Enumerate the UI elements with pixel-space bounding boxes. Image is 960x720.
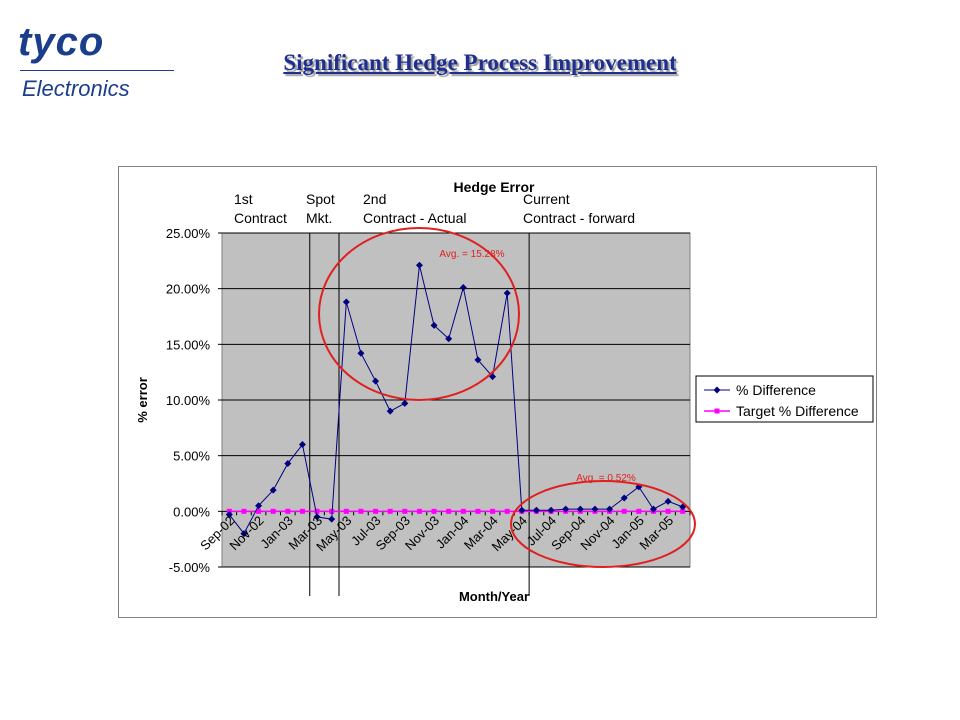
difference-marker: [532, 506, 540, 514]
difference-marker: [240, 530, 248, 538]
difference-marker: [269, 486, 277, 494]
difference-marker: [591, 505, 599, 513]
phase-label: Spot: [306, 191, 335, 207]
avg-annotation: Avg. = 0.52%: [576, 473, 636, 484]
phase-label: 1st: [234, 191, 253, 207]
difference-marker: [342, 298, 350, 306]
phase-label: Contract - forward: [523, 210, 635, 226]
y-tick-label: 20.00%: [166, 282, 211, 297]
difference-marker: [298, 441, 306, 449]
difference-marker: [547, 506, 555, 514]
highlight-ellipse: [510, 480, 696, 568]
target-marker: [665, 508, 671, 514]
avg-annotation: Avg. = 15.28%: [439, 249, 504, 260]
difference-marker: [474, 356, 482, 364]
difference-marker: [664, 497, 672, 505]
difference-marker: [313, 513, 321, 521]
difference-marker: [679, 503, 687, 511]
phase-label: Current: [523, 191, 570, 207]
target-marker: [314, 508, 320, 514]
x-axis-title: Month/Year: [459, 589, 529, 604]
target-marker: [358, 508, 364, 514]
difference-marker: [255, 502, 263, 510]
target-marker: [241, 508, 247, 514]
target-marker: [504, 508, 510, 514]
target-marker: [446, 508, 452, 514]
legend-marker-target: [714, 408, 720, 414]
difference-marker: [518, 506, 526, 514]
legend-label: Target % Difference: [736, 403, 859, 419]
slide-title: Significant Hedge Process Improvement: [283, 50, 677, 75]
difference-marker: [357, 349, 365, 357]
difference-marker: [649, 505, 657, 513]
y-axis-title: % error: [135, 377, 150, 423]
logo-rule: [20, 70, 174, 71]
target-marker: [373, 508, 379, 514]
difference-marker: [562, 505, 570, 513]
target-marker: [402, 508, 408, 514]
target-marker: [636, 508, 642, 514]
y-tick-label: 5.00%: [173, 449, 210, 464]
y-tick-label: 25.00%: [166, 226, 211, 241]
target-marker: [387, 508, 393, 514]
difference-marker: [459, 284, 467, 292]
y-tick-label: -5.00%: [169, 560, 211, 575]
difference-marker: [445, 335, 453, 343]
target-marker: [416, 508, 422, 514]
target-marker: [680, 508, 686, 514]
difference-marker: [430, 321, 438, 329]
difference-marker: [328, 515, 336, 523]
target-marker: [299, 508, 305, 514]
difference-marker: [620, 494, 628, 502]
highlight-ellipse: [318, 227, 520, 401]
difference-marker: [284, 459, 292, 467]
difference-marker: [415, 261, 423, 269]
difference-marker: [401, 399, 409, 407]
phase-label: Contract - Actual: [363, 210, 467, 226]
target-marker: [285, 508, 291, 514]
phase-label: Mkt.: [306, 210, 332, 226]
target-marker: [460, 508, 466, 514]
phase-label: Contract: [234, 210, 287, 226]
difference-marker: [576, 505, 584, 513]
phase-label: 2nd: [363, 191, 386, 207]
difference-marker: [503, 289, 511, 297]
y-tick-label: 10.00%: [166, 393, 211, 408]
tyco-logo: tyco Electronics: [18, 22, 178, 102]
target-marker: [490, 508, 496, 514]
target-marker: [343, 508, 349, 514]
logo-brand: tyco: [18, 20, 105, 64]
legend-marker-difference: [713, 386, 721, 394]
legend-box: [695, 375, 874, 423]
logo-subtitle: Electronics: [22, 76, 130, 101]
target-marker: [621, 508, 627, 514]
target-marker: [329, 508, 335, 514]
target-marker: [256, 508, 262, 514]
chart-title: Hedge Error: [454, 179, 535, 195]
y-tick-label: 15.00%: [166, 337, 211, 352]
legend-label: % Difference: [736, 382, 816, 398]
difference-marker: [372, 377, 380, 385]
target-marker: [475, 508, 481, 514]
difference-marker: [225, 511, 233, 519]
y-tick-label: 0.00%: [173, 504, 210, 519]
difference-marker: [606, 505, 614, 513]
difference-marker: [386, 407, 394, 415]
target-marker: [431, 508, 437, 514]
target-marker: [270, 508, 276, 514]
